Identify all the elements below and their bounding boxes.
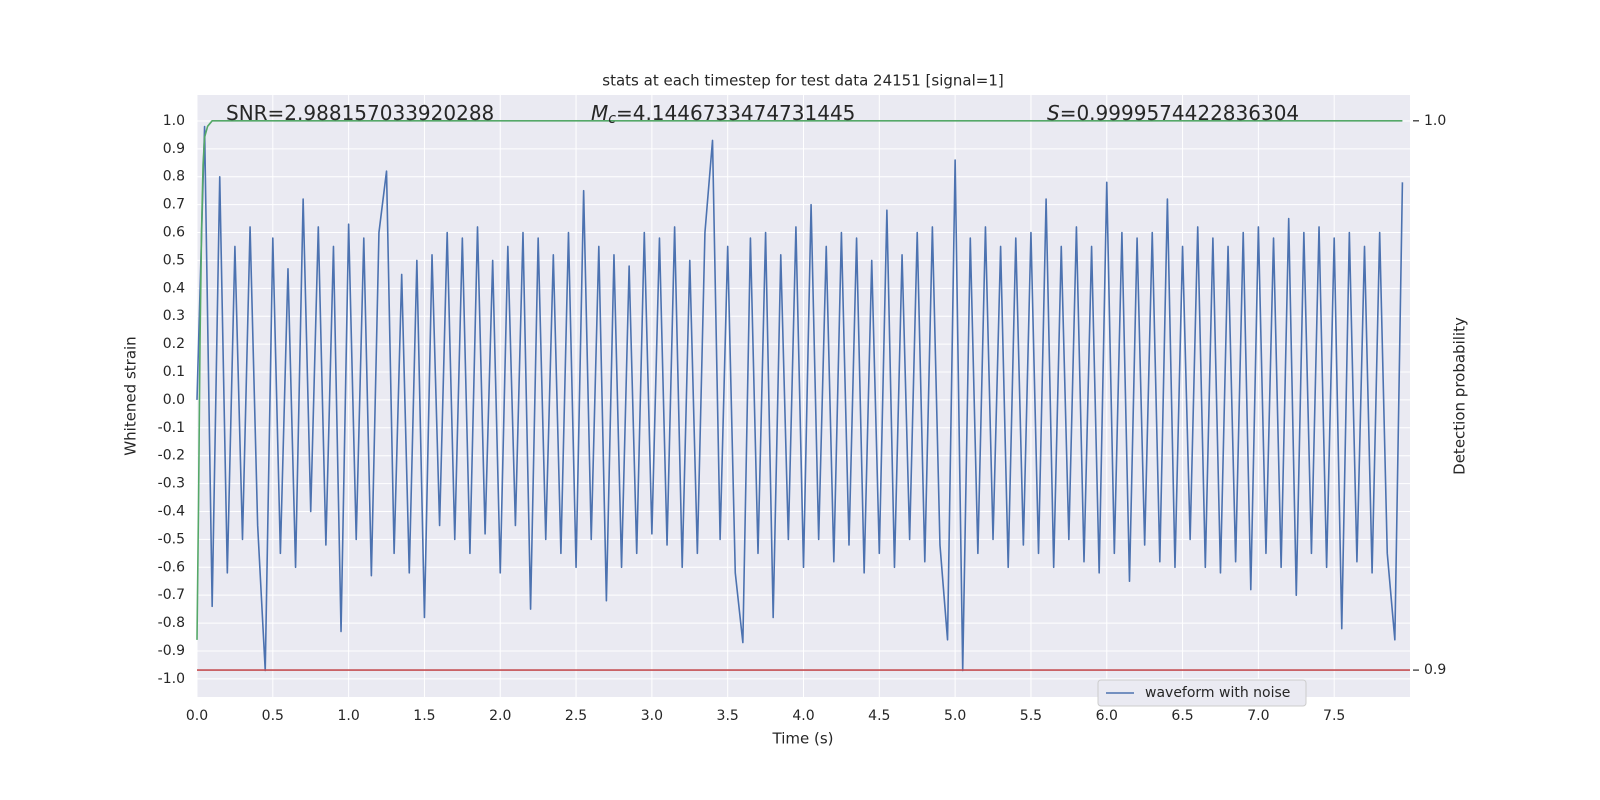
x-tick-label: 2.5 bbox=[565, 708, 587, 724]
y-tick-label: -0.8 bbox=[158, 615, 185, 631]
x-tick-label: 1.5 bbox=[413, 708, 435, 724]
y-tick-label: 0.6 bbox=[163, 225, 185, 241]
x-tick-label: 6.0 bbox=[1096, 708, 1118, 724]
y-tick-label: 0.5 bbox=[163, 252, 185, 268]
x-tick-label: 7.5 bbox=[1323, 708, 1345, 724]
x-tick-label: 3.5 bbox=[717, 708, 739, 724]
x-tick-label: 5.0 bbox=[944, 708, 966, 724]
annotation-text: =4.1446733474731445 bbox=[616, 101, 855, 125]
y-tick-label: -0.2 bbox=[158, 448, 185, 464]
x-tick-label: 1.0 bbox=[337, 708, 359, 724]
x-tick-label: 0.0 bbox=[186, 708, 208, 724]
annotation-text: S bbox=[1047, 101, 1060, 125]
y-tick-label: -0.1 bbox=[158, 420, 185, 436]
annotation-text: =0.9999574422836304 bbox=[1060, 101, 1299, 125]
y-tick-label: -0.3 bbox=[158, 476, 185, 492]
x-tick-label: 3.0 bbox=[641, 708, 663, 724]
annotation-text: SNR=2.988157033920288 bbox=[226, 101, 494, 125]
x-tick-label: 5.5 bbox=[1020, 708, 1042, 724]
y-tick-label: -0.6 bbox=[158, 559, 185, 575]
y-tick-label: -0.9 bbox=[158, 643, 185, 659]
series-line bbox=[196, 120, 1403, 640]
y-tick-label: -0.5 bbox=[158, 531, 185, 547]
y-tick-label: -0.7 bbox=[158, 587, 185, 603]
annotation: Mc=4.1446733474731445 bbox=[591, 101, 855, 128]
x-tick-label: 4.5 bbox=[868, 708, 890, 724]
x-tick-label: 7.0 bbox=[1247, 708, 1269, 724]
y2-tick-label: 1.0 bbox=[1424, 113, 1446, 129]
y-tick-label: 0.0 bbox=[163, 392, 185, 408]
y2-tick-label: 0.9 bbox=[1424, 662, 1446, 678]
y-tick-label: 0.2 bbox=[163, 336, 185, 352]
annotation: S=0.9999574422836304 bbox=[1047, 101, 1299, 125]
annotation-text: M bbox=[591, 101, 608, 125]
plot-lines bbox=[196, 120, 1410, 672]
x-tick-label: 2.0 bbox=[489, 708, 511, 724]
annotation-text: c bbox=[608, 111, 616, 127]
annotation: SNR=2.988157033920288 bbox=[226, 101, 494, 125]
y-axis-label: Whitened strain bbox=[122, 336, 140, 455]
y-tick-label: 0.9 bbox=[163, 141, 185, 157]
chart-title: stats at each timestep for test data 241… bbox=[602, 72, 1003, 90]
x-tick-label: 6.5 bbox=[1171, 708, 1193, 724]
y-tick-label: 1.0 bbox=[163, 113, 185, 129]
series-line bbox=[196, 125, 1404, 672]
y-tick-label: 0.8 bbox=[163, 169, 185, 185]
y-tick-label: 0.1 bbox=[163, 364, 185, 380]
x-axis-label: Time (s) bbox=[772, 730, 834, 748]
grid bbox=[196, 95, 1410, 697]
x-tick-label: 0.5 bbox=[262, 708, 284, 724]
y2-axis-label: Detection probability bbox=[1451, 317, 1469, 475]
x-tick-label: 4.0 bbox=[792, 708, 814, 724]
legend-label: waveform with noise bbox=[1145, 685, 1290, 701]
y-tick-label: -0.4 bbox=[158, 503, 185, 519]
y-tick-label: -1.0 bbox=[158, 671, 185, 687]
legend-box bbox=[1097, 679, 1307, 707]
y-tick-label: 0.3 bbox=[163, 308, 185, 324]
legend: waveform with noise bbox=[1097, 679, 1307, 707]
y-tick-label: 0.7 bbox=[163, 197, 185, 213]
y-tick-label: 0.4 bbox=[163, 280, 185, 296]
